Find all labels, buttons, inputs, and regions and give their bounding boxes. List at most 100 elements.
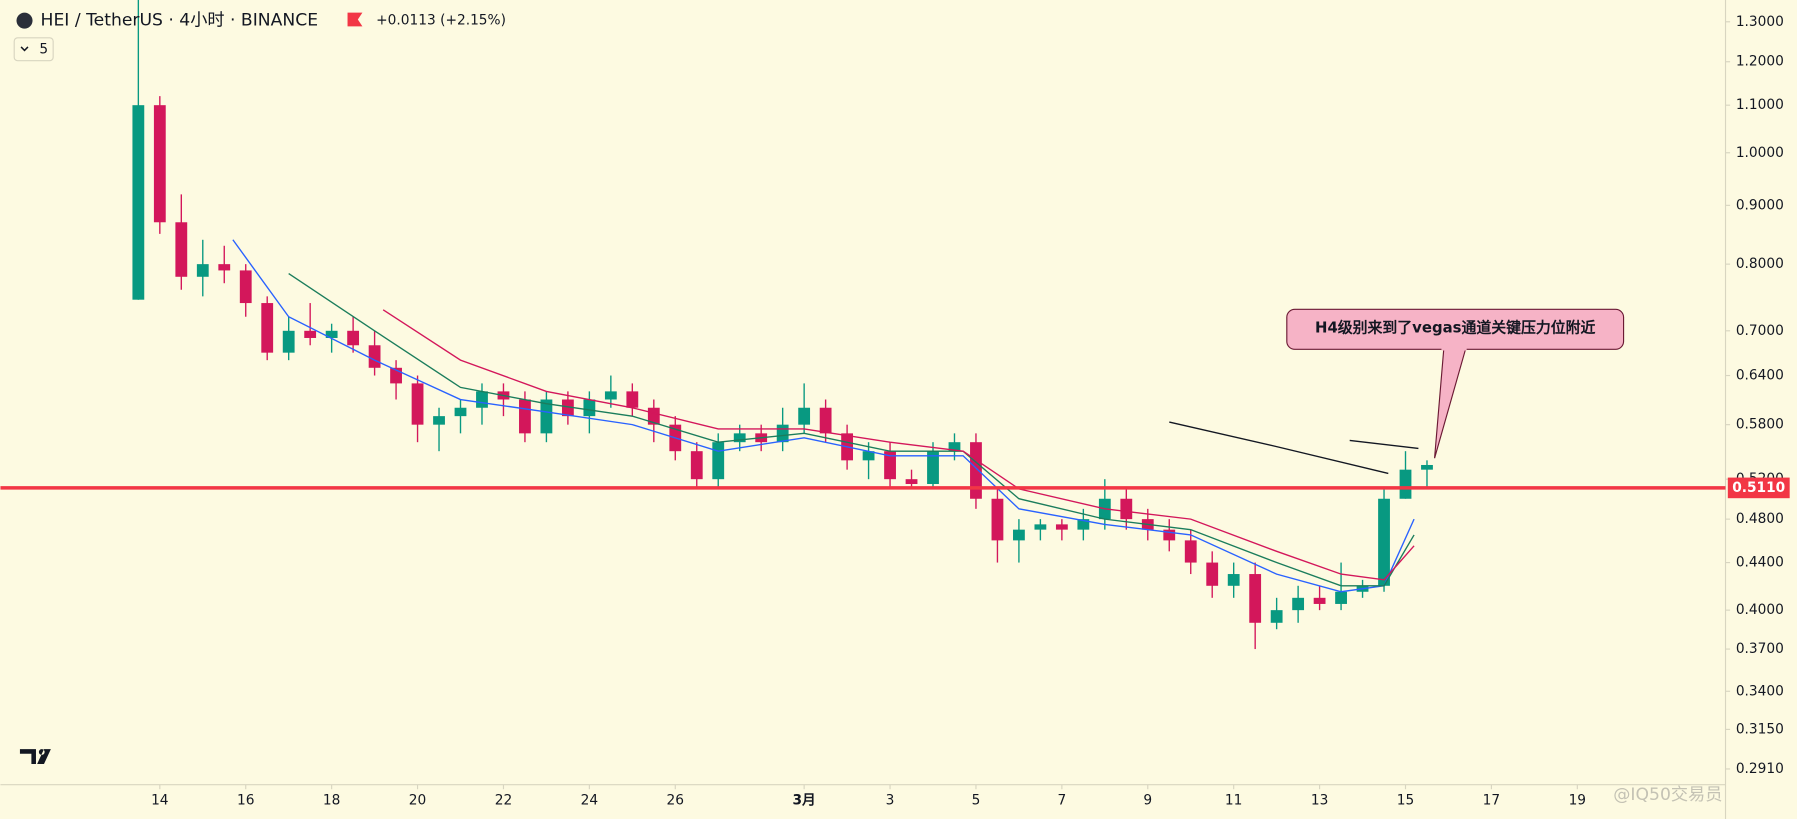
x-tick-label: 7: [1057, 793, 1066, 809]
candle-body: [1120, 498, 1133, 520]
candle: [626, 383, 639, 417]
candle-body: [218, 264, 231, 271]
candle-body: [153, 105, 166, 223]
candle: [1120, 488, 1133, 530]
y-tick-label: 0.4000: [1736, 602, 1784, 618]
candle-body: [239, 270, 252, 304]
price-label: 0.5110: [1732, 480, 1785, 496]
candle-body: [1313, 597, 1326, 604]
x-tick-label: 17: [1483, 793, 1500, 809]
candle-body: [819, 407, 832, 434]
candle-body: [970, 442, 982, 499]
y-tick-label: 0.4800: [1736, 511, 1784, 527]
indicator-toggle[interactable]: [13, 37, 54, 62]
candle-body: [1335, 591, 1347, 604]
candle: [927, 442, 939, 489]
header: HEI / TetherUS · 4小时 · BINANCE +0.0113 (…: [13, 11, 506, 62]
candle-body: [948, 442, 961, 452]
candle: [347, 316, 360, 353]
candle-body: [884, 451, 896, 480]
candle-body: [1077, 519, 1090, 530]
candle: [604, 375, 617, 408]
candle-body: [368, 345, 381, 368]
candle: [1399, 451, 1412, 499]
candle: [540, 391, 553, 443]
candle: [1249, 562, 1262, 650]
indicator-line: [382, 309, 1415, 581]
candle: [798, 383, 811, 434]
candle: [261, 296, 274, 361]
candle: [218, 245, 231, 284]
candle: [1292, 585, 1305, 623]
candle-body: [540, 399, 553, 434]
candle: [1055, 519, 1068, 541]
candle: [282, 316, 295, 361]
candle: [239, 264, 252, 317]
indicator-count: 5: [39, 41, 48, 57]
x-tick-label: 5: [972, 793, 981, 809]
candle: [411, 375, 424, 443]
y-tick-label: 0.2910: [1736, 761, 1784, 777]
candle: [1421, 460, 1433, 489]
candle: [368, 330, 381, 376]
candle: [390, 360, 402, 400]
candle-body: [175, 222, 188, 277]
y-tick-label: 0.9000: [1736, 197, 1784, 213]
candle: [1270, 597, 1283, 630]
x-tick-label: 16: [237, 793, 254, 809]
indicator-line: [1349, 439, 1419, 450]
x-tick-label: 3: [886, 793, 895, 809]
price-change: +0.0113 (+2.15%): [376, 13, 506, 29]
annotation: H4级别来到了vegas通道关键压力位附近: [1286, 308, 1625, 459]
candle-body: [561, 399, 574, 417]
candle-body: [433, 416, 445, 425]
x-tick-label: 22: [495, 793, 512, 809]
symbol-title: HEI / TetherUS · 4小时 · BINANCE: [41, 11, 319, 31]
x-tick-label: 13: [1311, 793, 1328, 809]
candle-body: [325, 330, 338, 338]
candle: [1184, 529, 1197, 575]
candle: [647, 399, 660, 443]
x-tick-label: 20: [409, 793, 426, 809]
callout-joint: [1441, 345, 1467, 351]
candle-body: [690, 451, 703, 480]
candle-body: [519, 399, 531, 434]
candle-body: [1399, 469, 1412, 499]
watermark: @IQ50交易员: [1613, 785, 1722, 805]
flag-icon: [347, 12, 363, 27]
x-tick-label: 14: [151, 793, 168, 809]
candle: [690, 442, 703, 489]
candle: [1206, 551, 1219, 598]
candle-body: [1249, 574, 1262, 623]
candle: [561, 391, 574, 425]
x-tick-label: 3月: [792, 793, 815, 809]
candle-body: [1270, 610, 1283, 623]
candle-body: [282, 330, 295, 353]
candle: [970, 433, 982, 509]
candle-body: [1206, 562, 1219, 586]
candle-body: [411, 383, 424, 425]
chevron-icon: [20, 46, 29, 52]
candle: [433, 407, 445, 452]
x-tick-label: 19: [1569, 793, 1586, 809]
candle-body: [1163, 529, 1176, 541]
y-tick-label: 1.3000: [1736, 14, 1784, 30]
y-tick-label: 0.6400: [1736, 368, 1784, 384]
callout-text: H4级别来到了vegas通道关键压力位附近: [1315, 319, 1595, 337]
tradingview-logo[interactable]: [19, 749, 51, 765]
y-tick-label: 0.5800: [1736, 417, 1784, 433]
candle: [905, 469, 918, 489]
candle-body: [1184, 540, 1197, 563]
candle-body: [261, 303, 274, 353]
y-tick-label: 0.7000: [1736, 323, 1784, 339]
candle: [476, 383, 488, 425]
y-tick-label: 1.0000: [1736, 145, 1784, 161]
candle-body: [196, 264, 209, 277]
candle: [1313, 585, 1326, 611]
plot: [132, 0, 1433, 650]
candle-body: [347, 330, 360, 346]
y-tick-label: 0.4400: [1736, 555, 1784, 571]
